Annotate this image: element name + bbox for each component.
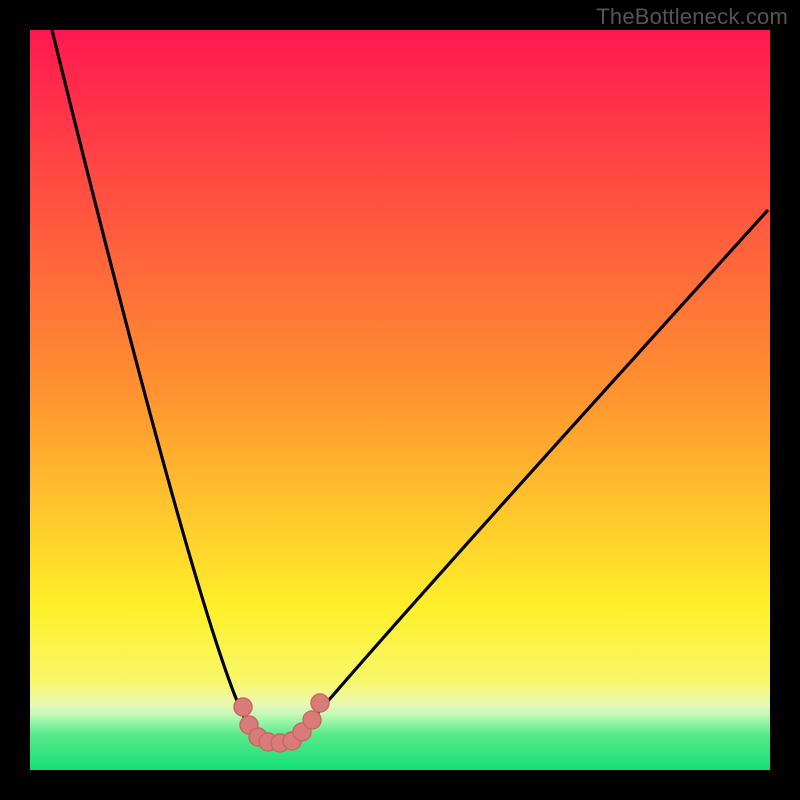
marker-group [234, 694, 329, 752]
marker-point [311, 694, 329, 712]
watermark-text: TheBottleneck.com [596, 4, 788, 30]
chart-svg [30, 30, 770, 770]
marker-point [234, 698, 252, 716]
marker-point [303, 711, 321, 729]
bottleneck-curve [52, 30, 768, 742]
plot-area [30, 30, 770, 770]
